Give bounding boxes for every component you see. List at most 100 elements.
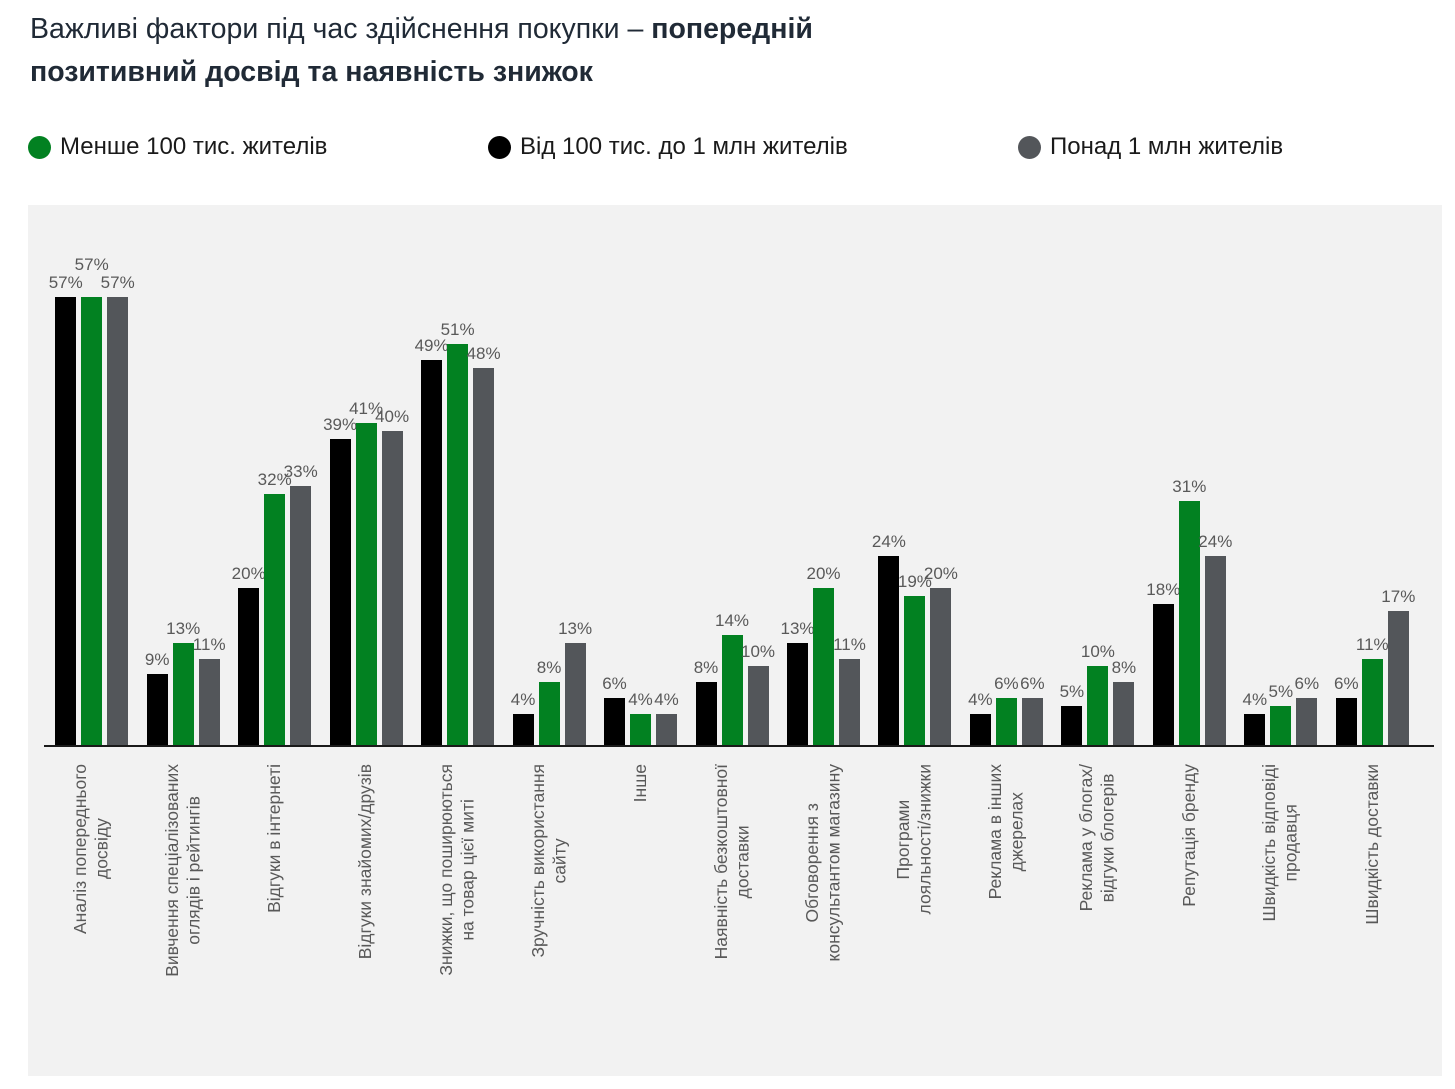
category-label: Швидкість відповіді продавця: [1259, 764, 1301, 922]
bar-value-label: 13%: [780, 618, 815, 638]
legend-dot-gray-icon: [1018, 135, 1041, 159]
bar: [930, 587, 952, 745]
category-label-cell: Реклама в інших джерелах: [961, 764, 1053, 1076]
category-label: Відгуки в інтернеті: [263, 764, 284, 913]
category-label: Репутація бренду: [1178, 764, 1199, 907]
category-label-cell: Реклама у блогах/ відгуки блогерів: [1052, 764, 1144, 1076]
category-label: Програми лояльності/знижки: [893, 764, 935, 915]
category-label-cell: Вивчення спеціалізованих оглядів і рейти…: [138, 764, 230, 1076]
bar: [813, 587, 834, 745]
bar-value-label: 57%: [74, 255, 109, 274]
bar: [1244, 713, 1266, 745]
bar: [421, 359, 443, 745]
legend-item-mid-city: Від 100 тис. до 1 млн жителів: [488, 133, 848, 161]
bar-value-label: 24%: [1198, 532, 1233, 552]
bar-value-label: 11%: [1355, 634, 1389, 654]
category-label-cell: Програми лояльності/знижки: [869, 764, 961, 1076]
bar-value-label: 51%: [440, 320, 475, 340]
category-label-cell: Репутація бренду: [1144, 764, 1236, 1076]
bar: [787, 642, 808, 745]
category-label-cell: Обговорення з консультантом магазину: [778, 764, 870, 1076]
category-label: Реклама в інших джерелах: [984, 764, 1027, 900]
bar-value-label: 41%: [349, 398, 384, 418]
legend-item-small-city: Менше 100 тис. жителів: [28, 133, 327, 161]
chart-title: Важливі фактори під час здійснення покуп…: [30, 8, 813, 94]
bar: [969, 713, 991, 745]
bar: [264, 493, 286, 745]
category-label-cell: Швидкість доставки: [1327, 764, 1419, 1076]
bar: [1087, 666, 1109, 745]
category-label-cell: Інше: [595, 764, 687, 1076]
bar-value-label: 18%: [1146, 579, 1181, 599]
legend-label: Понад 1 млн жителів: [1050, 133, 1284, 160]
bar: [146, 674, 168, 745]
bar-value-label: 49%: [414, 335, 449, 355]
bar-value-label: 6%: [602, 673, 627, 693]
bar-value-label: 8%: [693, 658, 719, 678]
bar: [81, 297, 103, 745]
legend-label: Менше 100 тис. жителів: [60, 133, 328, 160]
bar-value-label: 6%: [994, 673, 1019, 693]
bar-value-label: 4%: [968, 689, 993, 709]
bar-value-label: 6%: [1294, 673, 1320, 693]
bar-value-label: 57%: [48, 273, 83, 292]
category-label: Наявність безкоштовної доставки: [710, 764, 753, 960]
bar-value-label: 8%: [1111, 658, 1137, 678]
bar: [721, 635, 743, 745]
bar-value-label: 40%: [375, 406, 410, 426]
bar: [55, 297, 77, 745]
legend-dot-black-icon: [488, 135, 511, 159]
bar-value-label: 11%: [833, 634, 866, 654]
legend-label: Від 100 тис. до 1 млн жителів: [520, 133, 848, 160]
bar-value-label: 20%: [231, 563, 266, 583]
bar: [473, 367, 495, 745]
bar: [904, 595, 926, 745]
bar: [538, 682, 560, 745]
legend-dot-green-icon: [28, 135, 51, 159]
bar-value-label: 14%: [714, 611, 750, 630]
bar-value-label: 32%: [257, 469, 292, 489]
chart-title-regular: Важливі фактори під час здійснення покуп…: [30, 13, 652, 45]
bar-value-label: 20%: [806, 563, 841, 583]
category-label: Вивчення спеціалізованих оглядів і рейти…: [161, 764, 204, 977]
category-label: Реклама у блогах/ відгуки блогерів: [1076, 764, 1118, 912]
category-label: Зручність використання сайту: [527, 764, 570, 958]
bar-value-label: 6%: [1334, 673, 1359, 693]
bar-value-label: 10%: [740, 642, 776, 662]
bar-value-label: 5%: [1268, 681, 1294, 701]
bar-value-label: 4%: [1242, 689, 1268, 709]
legend-item-large-city: Понад 1 млн жителів: [1018, 133, 1283, 161]
bar: [381, 430, 403, 745]
category-label: Знижки, що поширюються на товар цієї мит…: [436, 764, 478, 976]
bar: [747, 666, 769, 745]
category-label-cell: Знижки, що поширюються на товар цієї мит…: [412, 764, 504, 1076]
bar-value-label: 39%: [323, 414, 358, 434]
chart-title-line2: позитивний досвід та наявність знижок: [30, 56, 593, 88]
bar-value-label: 33%: [283, 461, 318, 481]
bar: [290, 485, 312, 745]
bar-value-label: 4%: [654, 689, 679, 709]
bar: [512, 713, 534, 745]
bar-value-label: 57%: [100, 273, 135, 292]
category-label: Аналіз попереднього досвіду: [70, 764, 112, 935]
bar: [1387, 611, 1409, 745]
category-label: Відгуки знайомих/друзів: [355, 764, 376, 960]
bar: [1361, 658, 1383, 745]
bar: [630, 713, 651, 745]
bar: [1178, 501, 1200, 745]
category-label: Інше: [629, 764, 650, 803]
bar: [238, 587, 260, 745]
bar: [172, 642, 194, 745]
bar: [656, 713, 677, 745]
bar: [1021, 697, 1043, 745]
bar-value-label: 8%: [536, 658, 562, 678]
bar-value-label: 19%: [897, 571, 932, 591]
category-label-cell: Зручність використання сайту: [503, 764, 595, 1076]
bar: [329, 438, 351, 745]
bar: [198, 658, 220, 745]
bar-value-label: 31%: [1172, 477, 1207, 497]
category-label-cell: Наявність безкоштовної доставки: [686, 764, 778, 1076]
chart-title-line1: Важливі фактори під час здійснення покуп…: [30, 8, 813, 51]
bar-value-label: 6%: [1020, 673, 1045, 693]
